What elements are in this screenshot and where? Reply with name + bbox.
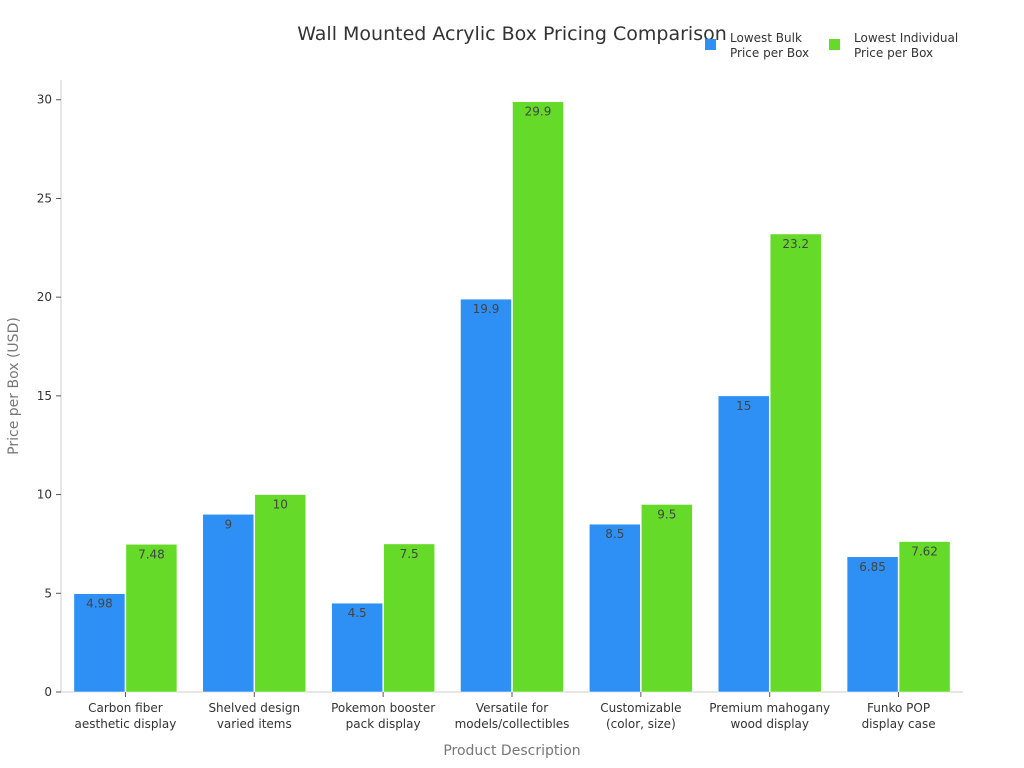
bar [589,523,641,693]
bar-value-label: 7.5 [400,547,419,561]
bar-value-label: 7.48 [138,547,165,561]
bar-value-label: 7.62 [911,545,938,559]
bar [769,233,822,693]
bar [254,494,307,693]
x-tick-label: Funko POP display case [862,701,936,731]
chart-title: Wall Mounted Acrylic Box Pricing Compari… [297,23,727,45]
x-tick-label: Customizable (color, size) [600,701,681,731]
data-labels: 4.98 7.48 9 10 4.5 7.5 19.9 29.9 8.5 9.5 15 23.2 6.8… [86,105,938,620]
bar [460,298,512,693]
legend-label: Lowest Bulk Price per Box [730,31,809,60]
y-tick-label: 25 [37,191,52,205]
bar [898,541,951,693]
x-tick-label: Versatile for models/collectibles [455,701,570,731]
y-tick-label: 15 [37,389,52,403]
legend-swatch [705,39,716,50]
y-tick-label: 30 [37,93,52,107]
bar [331,602,383,693]
legend: Lowest Bulk Price per Box Lowest Individua… [705,31,958,60]
bar-value-label: 29.9 [525,105,552,119]
bar [383,543,435,693]
bar-value-label: 6.85 [859,560,886,574]
bar [512,101,564,693]
y-tick-label: 0 [44,685,52,699]
x-tick-label: Carbon fiber aesthetic display [75,701,177,731]
y-tick-label: 10 [37,488,52,502]
x-tick-label: Premium mahogany wood display [709,701,830,731]
bar-value-label: 19.9 [473,302,500,316]
bar-value-label: 9 [224,517,232,531]
y-tick-label: 20 [37,290,52,304]
bar-value-label: 4.5 [348,606,367,620]
axes: 0 5 10 15 20 25 30 Carbon fiber aesthetic displa… [37,80,963,731]
bar [641,504,693,693]
bar [846,556,899,693]
x-tick-label: Shelved design varied items [208,701,300,731]
bar [73,593,126,693]
legend-label: Lowest Individual Price per Box [854,31,958,60]
bar-value-label: 4.98 [86,597,113,611]
bar [202,514,255,693]
y-axis-title: Price per Box (USD) [6,317,22,455]
x-axis-title: Product Description [443,743,580,759]
bar-value-label: 8.5 [605,527,624,541]
legend-swatch [829,39,840,50]
bar-value-label: 15 [736,399,751,413]
bar-value-label: 23.2 [782,237,809,251]
bar [125,544,178,693]
bar [717,395,770,693]
bars [73,101,951,693]
bar-value-label: 9.5 [657,507,676,521]
x-tick-label: Pokemon booster pack display [331,701,435,731]
bar-value-label: 10 [273,498,288,512]
y-tick-label: 5 [44,586,52,600]
